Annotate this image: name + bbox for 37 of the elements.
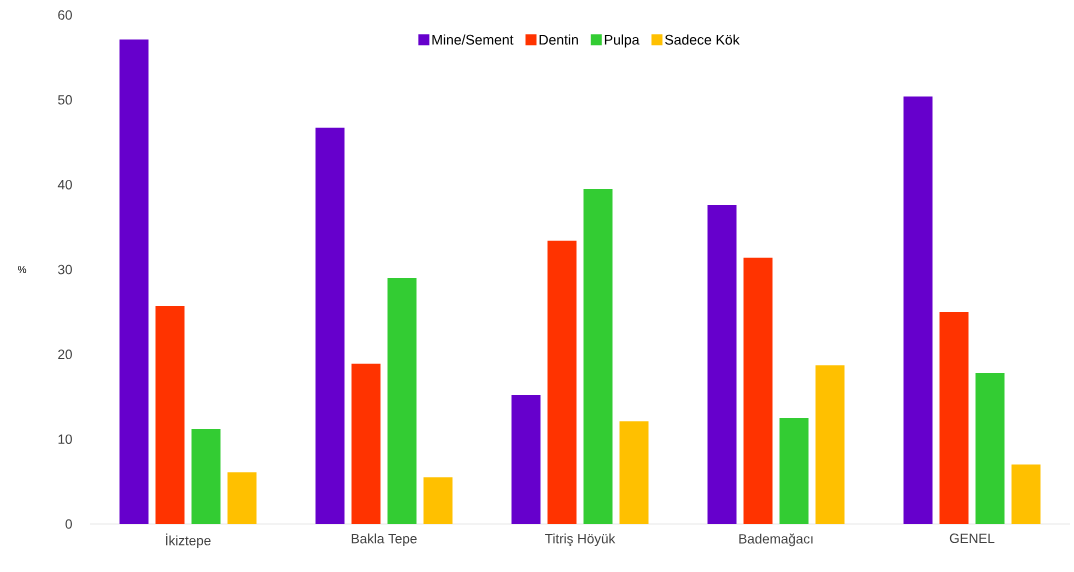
- legend-label: Pulpa: [604, 34, 640, 48]
- bar: [707, 205, 737, 524]
- legend-label: Sadece Kök: [665, 34, 740, 45]
- bar: [583, 188, 613, 524]
- y-tick-label: 40: [57, 179, 72, 190]
- x-tick-label: GENEL: [949, 533, 995, 544]
- bar: [387, 277, 417, 524]
- y-tick-label: 0: [65, 519, 72, 529]
- bar: [315, 127, 345, 524]
- bar: [227, 472, 257, 524]
- bar: [619, 421, 649, 524]
- bar: [119, 39, 149, 524]
- bar: [815, 365, 845, 524]
- bar: [155, 305, 185, 524]
- legend-label: Mine/Sement: [432, 34, 514, 45]
- x-tick-label: Bademağacı: [739, 533, 813, 547]
- legend-label: Dentin: [539, 34, 578, 45]
- y-tick-label: 50: [58, 95, 72, 105]
- y-tick-label: 30: [58, 264, 72, 275]
- y-tick-label: 60: [58, 10, 72, 20]
- y-tick-label: 20: [58, 349, 72, 360]
- bar: [779, 417, 809, 524]
- bar: [975, 373, 1005, 524]
- bar: [1011, 464, 1041, 524]
- bar: [351, 363, 381, 524]
- x-tick-label: İkiztepe: [166, 533, 211, 548]
- bar: [743, 257, 773, 524]
- bar: [903, 96, 933, 524]
- bar: [191, 428, 221, 524]
- bar: [423, 477, 453, 524]
- x-tick-label: Bakla Tepe: [351, 533, 417, 547]
- bar: [939, 311, 969, 524]
- y-tick-label: 10: [58, 434, 72, 444]
- bar: [511, 395, 541, 524]
- bar: [547, 240, 577, 524]
- x-tick-label: Titriş Höyük: [545, 533, 616, 547]
- y-axis-title: %: [17, 266, 27, 273]
